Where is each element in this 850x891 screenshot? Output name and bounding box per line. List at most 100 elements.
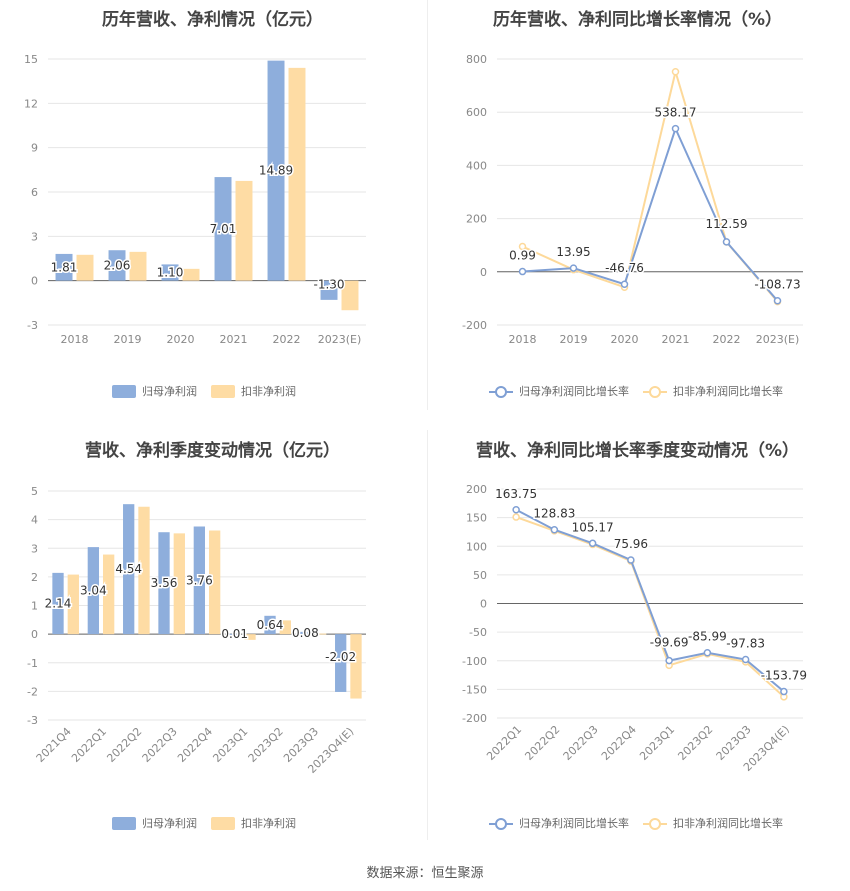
y-tick-label: 6 [31, 186, 38, 199]
legend-swatch [112, 816, 136, 830]
y-tick-label: 200 [466, 483, 487, 496]
bar-series-1 [335, 634, 347, 692]
x-tick-label: 2022Q2 [522, 723, 562, 763]
y-tick-label: 0 [31, 275, 38, 288]
bar-series-1 [161, 264, 179, 281]
x-tick-label: 2023Q2 [675, 723, 715, 763]
bar-series-2 [341, 280, 359, 311]
panel-divider-top [427, 0, 428, 410]
data-label: 1.10 [157, 266, 184, 280]
data-label: 1.81 [51, 260, 78, 274]
bar-series-2 [76, 254, 94, 281]
x-tick-label: 2023Q1 [210, 725, 250, 765]
y-tick-label: 100 [466, 540, 487, 553]
y-tick-label: 2 [31, 571, 38, 584]
y-tick-label: -1 [27, 657, 38, 670]
quarterly-profit-chart: -3 -2 -1 0 1 2 3 4 5 2021Q42022Q12022Q22022Q32022… [27, 485, 366, 776]
bar-series-1 [87, 547, 99, 635]
y-tick-label: 0 [480, 598, 487, 611]
bar-series-1 [52, 572, 64, 635]
chart-legend: 归母净利润 扣非净利润 [112, 383, 310, 399]
legend-label: 扣非净利润同比增长率 [673, 817, 783, 830]
bar-series-2 [244, 634, 256, 640]
y-tick-label: 9 [31, 142, 38, 155]
y-tick-label: -2 [27, 685, 38, 698]
quarterly-profit-panel: 营收、净利季度变动情况（亿元） -3 -2 -1 0 1 2 3 4 5 2021Q4 2022Q1… [0, 430, 425, 850]
bar-series-2 [173, 533, 185, 635]
data-label: -108.73 [754, 278, 800, 292]
quarterly-growth-chart: -200-150-100-500501001502002022Q12022Q22… [462, 483, 809, 774]
bar-series-1 [264, 615, 276, 635]
data-label: 75.96 [614, 537, 648, 551]
bar-series-2 [209, 530, 221, 635]
bar-series-1 [108, 250, 126, 281]
y-tick-label: 150 [466, 512, 487, 525]
x-tick-label: 2022Q2 [104, 725, 144, 765]
annual-growth-panel: 历年营收、净利同比增长率情况（%） -200 0 200 400 600 800 2018 2… [425, 0, 850, 410]
data-label: 3.76 [186, 573, 213, 587]
data-label: -1.30 [313, 277, 344, 291]
legend-item-series-1[interactable]: 归母净利润同比增长率 [489, 383, 629, 399]
bar-series-1 [267, 60, 285, 281]
point-series-1 [665, 656, 673, 665]
y-tick-label: 600 [466, 106, 487, 119]
line-series-2 [522, 67, 779, 303]
y-tick-label: -3 [27, 714, 38, 727]
legend-item-series-2[interactable]: 扣非净利润 [211, 383, 296, 399]
y-tick-label: 0 [480, 266, 487, 279]
legend-item-series-2[interactable]: 扣非净利润同比增长率 [643, 383, 783, 399]
x-tick-label: 2018 [509, 333, 537, 346]
legend-swatch [643, 385, 667, 398]
quarterly-growth-panel: 营收、净利同比增长率季度变动情况（%） -200 -150 -100 -50 0 50 10… [425, 430, 850, 850]
legend-item-series-1[interactable]: 归母净利润 [112, 815, 197, 831]
line-series-1 [515, 508, 785, 693]
y-tick-label: 1 [31, 600, 38, 613]
legend-label: 归母净利润 [142, 385, 197, 398]
y-tick-label: -3 [27, 319, 38, 332]
data-label: 3.56 [151, 576, 178, 590]
bar-series-1 [299, 631, 311, 635]
bar-series-2 [103, 554, 115, 635]
chart-legend: 归母净利润同比增长率 扣非净利润同比增长率 [489, 815, 797, 831]
y-tick-label: 15 [24, 53, 38, 66]
x-tick-label: 2021 [662, 333, 690, 346]
y-tick-label: 3 [31, 230, 38, 243]
x-tick-label: 2022Q3 [140, 725, 180, 765]
legend-label: 归母净利润 [142, 817, 197, 830]
x-tick-label: 2023Q2 [246, 725, 286, 765]
x-tick-label: 2022 [273, 333, 301, 346]
point-series-1 [512, 506, 520, 514]
data-source-note: 数据来源：恒生聚源 [366, 866, 484, 881]
legend-item-series-2[interactable]: 扣非净利润同比增长率 [643, 815, 783, 831]
x-tick-label: 2022Q3 [561, 723, 601, 763]
legend-item-series-1[interactable]: 归母净利润 [112, 383, 197, 399]
y-tick-label: -100 [462, 655, 487, 668]
data-label: -99.69 [650, 636, 689, 650]
legend-item-series-1[interactable]: 归母净利润同比增长率 [489, 815, 629, 831]
y-tick-label: 4 [31, 514, 38, 527]
chart-legend: 归母净利润同比增长率 扣非净利润同比增长率 [489, 383, 797, 399]
data-label: -97.83 [726, 637, 765, 651]
x-tick-label: 2022Q4 [599, 723, 639, 763]
x-tick-label: 2020 [611, 333, 639, 346]
y-tick-label: 5 [31, 485, 38, 498]
chart-legend: 归母净利润 扣非净利润 [112, 815, 310, 831]
annual-profit-chart: -3 0 3 6 9 12 15 2018 2019 2020 2021 2022 2023(E) 1.8… [24, 53, 366, 346]
bar-series-1 [158, 532, 170, 635]
point-series-2 [512, 513, 520, 521]
line-series-1 [522, 125, 779, 302]
x-tick-label: 2022Q4 [175, 725, 215, 765]
legend-swatch [643, 817, 667, 830]
bar-series-2 [138, 506, 150, 635]
x-tick-label: 2019 [560, 333, 588, 346]
legend-swatch [489, 817, 513, 830]
data-label: 14.89 [259, 164, 293, 178]
legend-label: 扣非净利润 [241, 817, 296, 830]
legend-swatch [211, 816, 235, 830]
legend-item-series-2[interactable]: 扣非净利润 [211, 815, 296, 831]
point-series-2 [518, 242, 527, 251]
line-series-2 [515, 516, 785, 698]
data-label: 2.14 [45, 596, 72, 610]
y-tick-label: 12 [24, 97, 38, 110]
x-tick-label: 2023(E) [318, 333, 362, 346]
